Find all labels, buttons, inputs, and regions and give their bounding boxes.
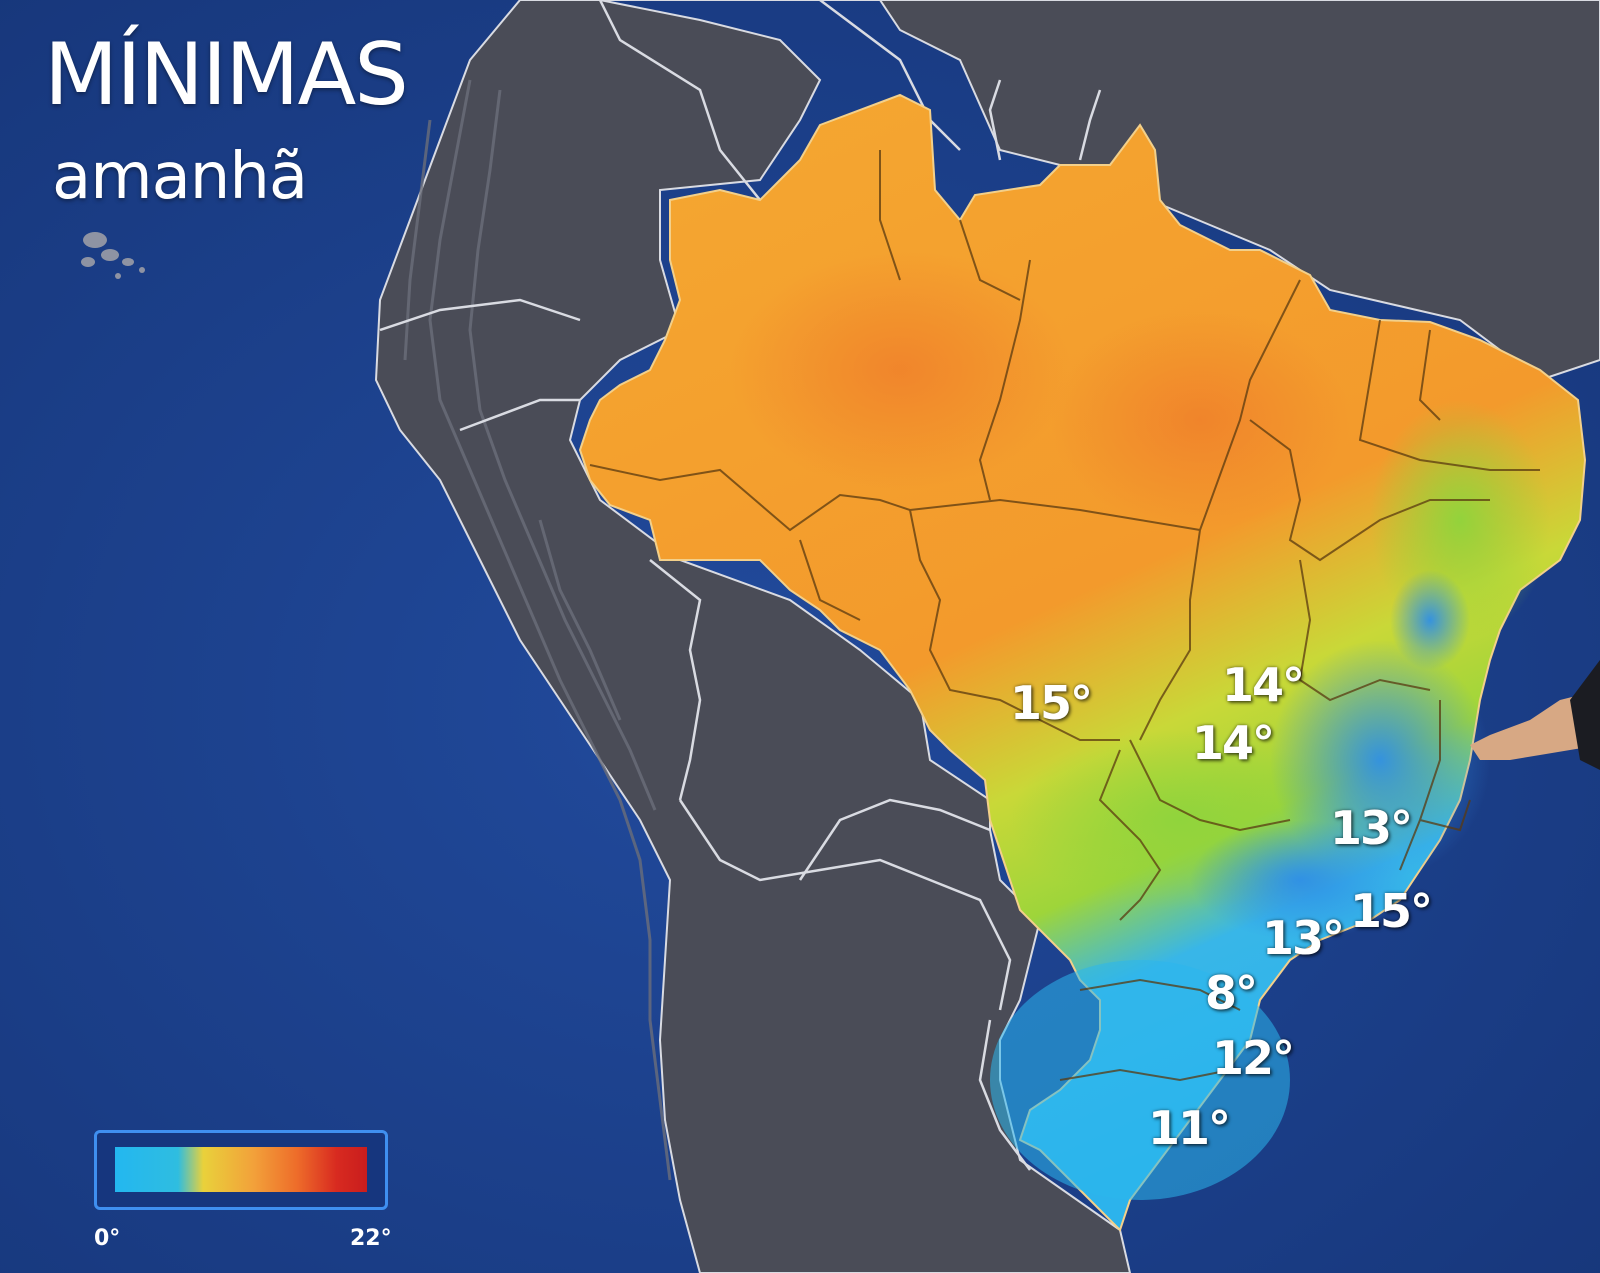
- legend-min-label: 0°: [94, 1226, 121, 1251]
- temp-label-goiania: 14°: [1192, 716, 1275, 770]
- temp-label-goias: 14°: [1222, 658, 1305, 712]
- temp-label-minas-gerais: 13°: [1330, 801, 1413, 855]
- temp-label-parana: 8°: [1205, 966, 1258, 1020]
- legend-color-scale: [115, 1147, 367, 1192]
- map-title: MÍNIMAS: [44, 25, 409, 125]
- temp-label-mato-grosso: 15°: [1010, 676, 1093, 730]
- temp-label-rio-grande-do-sul: 11°: [1148, 1101, 1231, 1155]
- presenter-hand: [1470, 660, 1600, 770]
- legend-max-label: 22°: [350, 1226, 392, 1251]
- galapagos-islands: [81, 232, 145, 279]
- andes-relief: [403, 79, 672, 1181]
- temp-label-sao-paulo: 13°: [1262, 911, 1345, 965]
- temp-label-santa-catarina: 12°: [1212, 1031, 1295, 1085]
- state-borders: [589, 150, 1540, 1082]
- map-subtitle: amanhã: [52, 140, 308, 214]
- color-legend: [94, 1130, 388, 1210]
- temperature-shading: [730, 250, 1550, 1200]
- temp-label-rio-de-janeiro: 15°: [1350, 884, 1433, 938]
